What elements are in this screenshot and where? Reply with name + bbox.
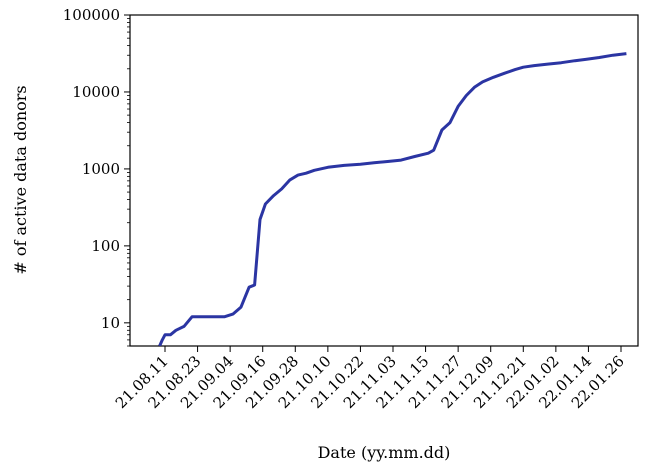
series-line <box>158 52 627 346</box>
y-tick-label: 10000 <box>72 83 120 101</box>
plot-frame <box>129 14 639 347</box>
y-tick-label: 100 <box>91 237 120 255</box>
y-axis-label: # of active data donors <box>11 85 30 274</box>
series-layer <box>158 52 627 346</box>
y-tick-label: 1000 <box>82 160 120 178</box>
y-tick-label: 100000 <box>63 6 120 24</box>
y-tick-label: 10 <box>101 314 120 332</box>
x-axis-label: Date (yy.mm.dd) <box>318 443 451 462</box>
axis-ticks: 1010010001000010000021.08.1121.08.2321.0… <box>63 6 628 412</box>
